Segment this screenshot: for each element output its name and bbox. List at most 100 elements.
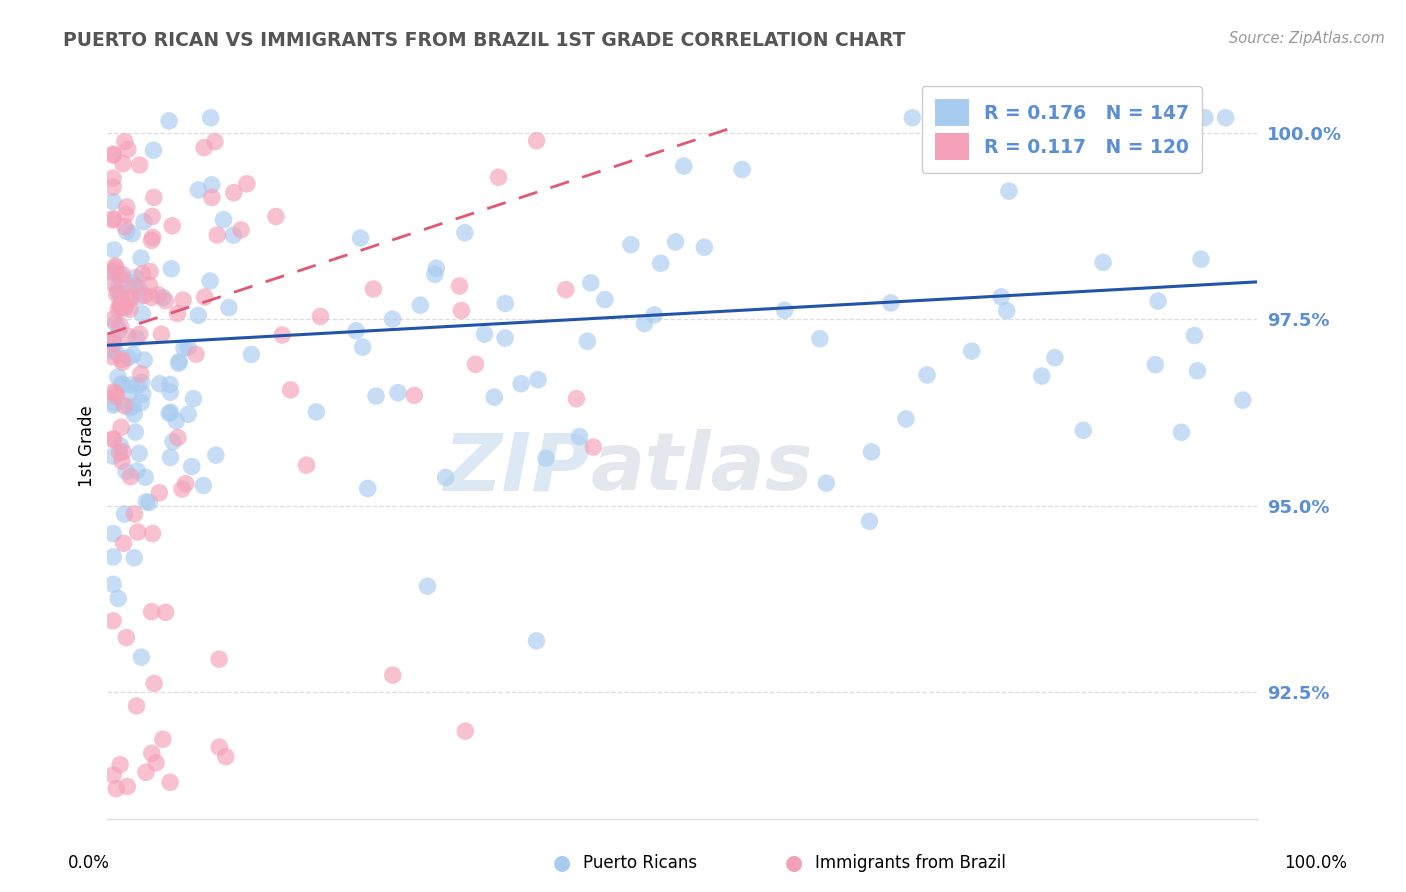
Point [104,259,127,273]
Point [149,376,172,391]
Point [880,296,903,310]
Point [111,444,134,458]
Point [117,329,139,343]
Point [159,385,181,400]
Point [998,184,1021,198]
Point [434,470,457,484]
Point [115,224,138,238]
Point [450,303,472,318]
Point [128,327,150,342]
Point [103,396,125,410]
Point [110,300,132,314]
Point [103,549,125,564]
Point [132,387,155,401]
Point [104,389,127,403]
Point [141,526,163,541]
Point [108,757,131,772]
Point [207,227,229,242]
Point [1043,351,1066,365]
Point [127,464,149,478]
Point [118,302,141,317]
Point [141,290,163,304]
Point [108,268,131,282]
Point [159,377,181,392]
Point [201,178,224,192]
Point [114,399,136,413]
Point [309,310,332,324]
Text: ●: ● [554,854,571,873]
Point [167,356,190,370]
Point [101,211,124,226]
Point [901,111,924,125]
Point [117,780,139,794]
Point [131,376,153,390]
Point [118,401,141,415]
Point [349,231,371,245]
Point [117,142,139,156]
Point [409,298,432,312]
Point [643,308,665,322]
Point [101,333,124,347]
Point [107,280,129,294]
Point [120,469,142,483]
Point [425,261,447,276]
Point [180,459,202,474]
Point [111,268,134,282]
Point [229,223,252,237]
Point [111,376,134,391]
Point [177,407,200,421]
Point [105,346,128,360]
Point [107,302,129,317]
Point [101,385,124,400]
Point [143,676,166,690]
Point [582,440,605,454]
Point [101,171,124,186]
Point [128,158,150,172]
Point [527,373,550,387]
Point [1031,369,1053,384]
Point [141,210,163,224]
Point [449,279,471,293]
Point [150,327,173,342]
Point [124,279,146,293]
Point [114,135,136,149]
Point [101,148,124,162]
Point [579,276,602,290]
Point [135,765,157,780]
Text: Puerto Ricans: Puerto Ricans [583,855,697,872]
Point [131,307,153,321]
Point [218,301,240,315]
Point [773,303,796,318]
Point [101,432,124,446]
Point [108,439,131,453]
Point [108,298,131,312]
Point [111,297,134,311]
Point [633,317,655,331]
Point [423,268,446,282]
Point [110,300,132,314]
Point [170,482,193,496]
Point [387,385,409,400]
Point [152,291,174,305]
Point [101,768,124,782]
Point [159,450,181,465]
Point [271,328,294,343]
Point [264,210,287,224]
Point [101,266,124,280]
Point [510,376,533,391]
Point [132,215,155,229]
Point [114,219,136,234]
Point [173,341,195,355]
Point [183,392,205,406]
Point [101,398,124,412]
Point [128,446,150,460]
Point [104,385,127,400]
Point [184,347,207,361]
Point [915,368,938,382]
Point [118,386,141,401]
Point [404,388,426,402]
Point [114,299,136,313]
Point [454,724,477,739]
Point [148,485,170,500]
Point [122,348,145,362]
